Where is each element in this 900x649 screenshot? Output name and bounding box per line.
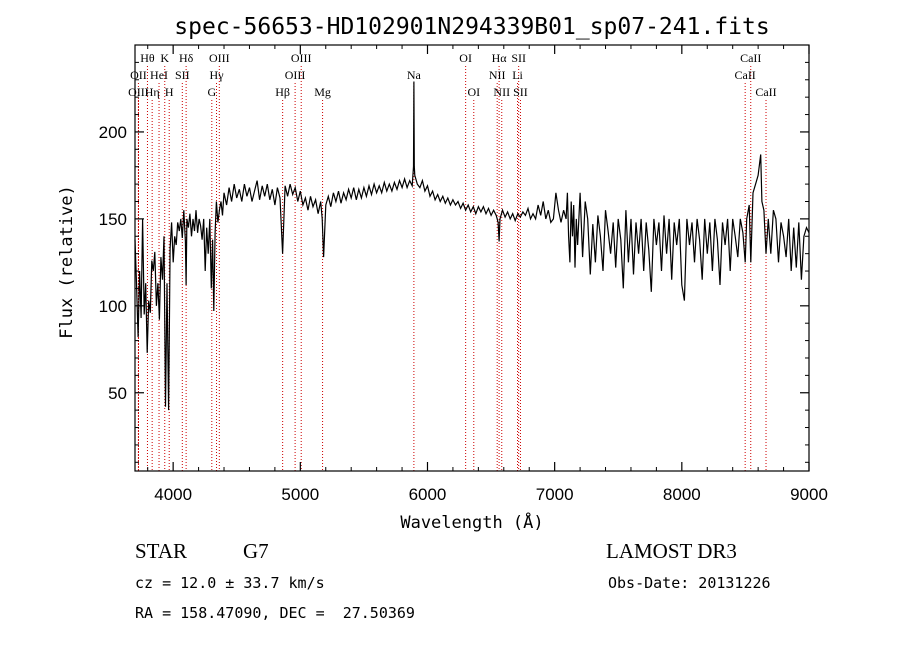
line-marker-label: SII	[175, 68, 190, 82]
velocity-text: cz = 12.0 ± 33.7 km/s	[135, 574, 325, 592]
x-tick-label: 4000	[154, 485, 192, 504]
x-tick-label: 9000	[790, 485, 828, 504]
plot-frame	[134, 44, 810, 472]
line-marker-label: Hβ	[275, 85, 290, 99]
line-marker-label: HeI	[150, 68, 168, 82]
line-marker-label: OII	[130, 68, 147, 82]
line-marker-label: Hα	[492, 51, 508, 65]
line-marker-label: Hγ	[210, 68, 225, 82]
line-marker-label: SII	[511, 51, 526, 65]
line-marker-label: OI	[459, 51, 472, 65]
line-marker-label: Hη	[145, 85, 160, 99]
line-marker-label: OIII	[291, 51, 312, 65]
x-tick-label: 8000	[663, 485, 701, 504]
y-tick-label: 200	[99, 123, 127, 142]
x-axis-label: Wavelength (Å)	[400, 511, 543, 533]
line-marker-label: NII	[489, 68, 506, 82]
coordinates-text: RA = 158.47090, DEC = 27.50369	[135, 604, 415, 622]
object-class: STAR	[135, 539, 187, 563]
y-tick-label: 100	[99, 297, 127, 316]
x-tick-label: 6000	[409, 485, 447, 504]
x-tick-label: 5000	[281, 485, 319, 504]
line-marker-label: K	[160, 51, 169, 65]
y-axis-label: Flux (relative)	[57, 185, 77, 339]
line-marker-label: NII	[493, 85, 510, 99]
line-marker-label: Li	[512, 68, 523, 82]
spectrum-line	[134, 81, 810, 411]
line-marker-label: CaII	[740, 51, 761, 65]
line-marker-label: G	[207, 85, 216, 99]
y-tick-label: 50	[108, 384, 127, 403]
line-marker-label: H	[165, 85, 174, 99]
line-marker-label: Mg	[314, 85, 331, 99]
line-marker-label: Na	[407, 68, 422, 82]
line-marker-label: CaII	[734, 68, 755, 82]
obs-date-text: Obs-Date: 20131226	[608, 574, 771, 592]
line-marker-label: Hθ	[140, 51, 155, 65]
chart-title: spec-56653-HD102901N294339B01_sp07-241.f…	[174, 14, 769, 40]
line-marker-label: OIII	[128, 85, 149, 99]
line-marker-label: OI	[467, 85, 480, 99]
line-marker-label: CaII	[755, 85, 776, 99]
x-tick-label: 7000	[536, 485, 574, 504]
survey-name: LAMOST DR3	[606, 539, 737, 563]
axis-ticks: 4000 5000 6000 7000 8000 9000 50 100 150 200	[99, 45, 828, 504]
object-subclass: G7	[243, 539, 269, 563]
line-marker-label: OIII	[285, 68, 306, 82]
line-marker-label: OIII	[209, 51, 230, 65]
line-marker-label: Hδ	[179, 51, 194, 65]
line-marker-label: SII	[513, 85, 528, 99]
y-tick-label: 150	[99, 210, 127, 229]
